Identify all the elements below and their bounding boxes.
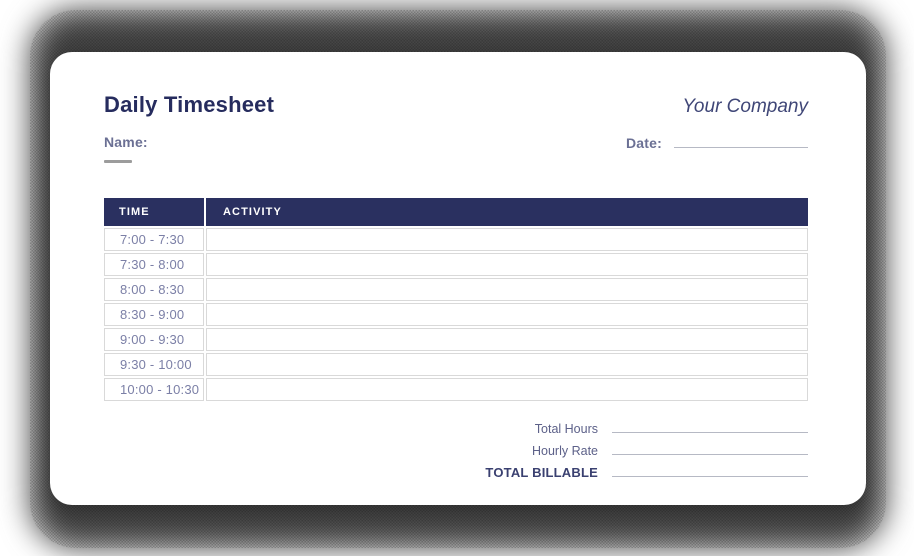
timesheet-table: TIME ACTIVITY 7:00 - 7:30 7:30 - 8:00 8:… [104, 198, 808, 401]
page-title: Daily Timesheet [104, 92, 275, 117]
total-row-hours: Total Hours [535, 421, 808, 443]
table-row: 10:00 - 10:30 [104, 378, 808, 401]
name-field: Name: [104, 134, 148, 163]
date-field: Date: [626, 134, 808, 151]
activity-cell[interactable] [206, 353, 808, 376]
activity-cell[interactable] [206, 328, 808, 351]
time-cell: 7:00 - 7:30 [104, 228, 204, 251]
total-billable-label: TOTAL BILLABLE [485, 465, 598, 480]
table-row: 8:00 - 8:30 [104, 278, 808, 301]
column-header-activity: ACTIVITY [206, 198, 808, 226]
total-row-billable: TOTAL BILLABLE [485, 465, 808, 487]
company-name: Your Company [682, 96, 808, 117]
card-header: Daily Timesheet Your Company [104, 92, 808, 118]
table-header: TIME ACTIVITY [104, 198, 808, 226]
totals-section: Total Hours Hourly Rate TOTAL BILLABLE [104, 421, 808, 487]
activity-cell[interactable] [206, 253, 808, 276]
activity-cell[interactable] [206, 228, 808, 251]
timesheet-card: Daily Timesheet Your Company Name: Date:… [50, 52, 866, 505]
table-row: 7:30 - 8:00 [104, 253, 808, 276]
hourly-rate-label: Hourly Rate [532, 444, 598, 458]
total-hours-label: Total Hours [534, 422, 598, 436]
fields-row: Name: Date: [104, 134, 808, 163]
total-hours-value-line[interactable] [612, 421, 808, 433]
name-label: Name: [104, 134, 148, 150]
table-row: 8:30 - 9:00 [104, 303, 808, 326]
time-cell: 8:00 - 8:30 [104, 278, 204, 301]
name-underline-dash[interactable] [104, 160, 132, 163]
table-body: 7:00 - 7:30 7:30 - 8:00 8:00 - 8:30 8:30… [104, 228, 808, 401]
total-row-rate: Hourly Rate [532, 443, 808, 465]
time-cell: 10:00 - 10:30 [104, 378, 204, 401]
date-input-line[interactable] [674, 134, 808, 148]
time-cell: 9:00 - 9:30 [104, 328, 204, 351]
time-cell: 7:30 - 8:00 [104, 253, 204, 276]
total-billable-value-line[interactable] [612, 465, 808, 477]
date-label: Date: [625, 135, 662, 151]
time-cell: 9:30 - 10:00 [104, 353, 204, 376]
table-row: 9:00 - 9:30 [104, 328, 808, 351]
column-header-time: TIME [104, 198, 204, 226]
hourly-rate-value-line[interactable] [612, 443, 808, 455]
activity-cell[interactable] [206, 303, 808, 326]
table-row: 9:30 - 10:00 [104, 353, 808, 376]
activity-cell[interactable] [206, 278, 808, 301]
table-row: 7:00 - 7:30 [104, 228, 808, 251]
activity-cell[interactable] [206, 378, 808, 401]
time-cell: 8:30 - 9:00 [104, 303, 204, 326]
